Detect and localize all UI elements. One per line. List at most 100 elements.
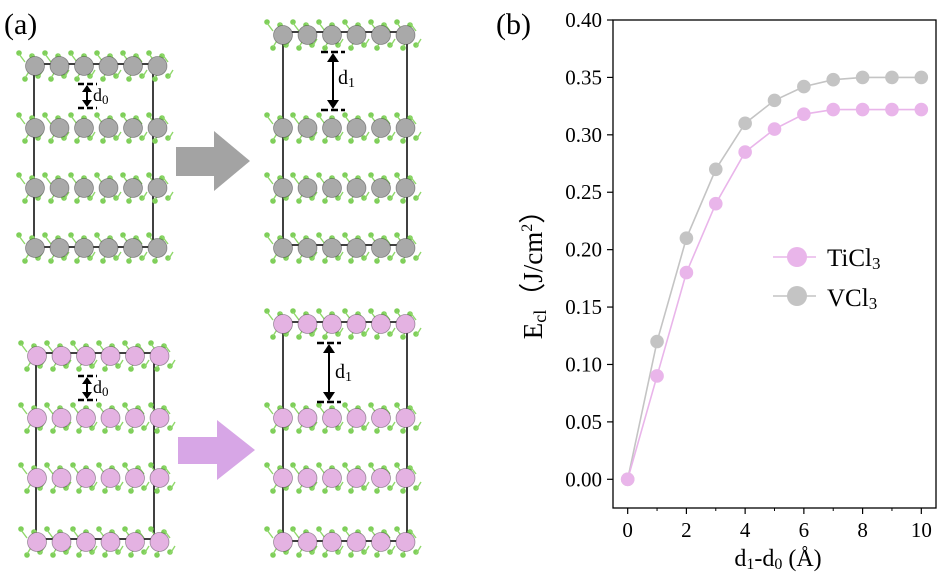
metal-atom — [147, 118, 168, 138]
chlorine-atom — [374, 334, 380, 340]
metal-atom — [322, 118, 342, 138]
metal-atom — [98, 56, 119, 76]
bond — [44, 175, 52, 185]
bond — [363, 38, 370, 48]
chlorine-atom — [400, 334, 406, 340]
metal-atom — [395, 408, 416, 428]
bond — [18, 235, 26, 245]
bond — [20, 405, 28, 415]
series-ticl3 — [620, 102, 929, 487]
data-point-vcl3 — [679, 231, 694, 245]
metal-atom — [322, 468, 342, 488]
chlorine-atom — [322, 552, 328, 558]
chlorine-atom — [296, 198, 302, 204]
data-point-vcl3 — [855, 70, 870, 85]
metal-atom — [100, 408, 121, 428]
grey-transition-arrow — [176, 131, 250, 191]
metal-atom — [76, 468, 96, 488]
bond — [91, 359, 98, 369]
metal-atom — [74, 178, 94, 198]
chlorine-atom — [342, 172, 348, 178]
chlorine-atom — [68, 112, 74, 118]
bond — [383, 465, 391, 475]
chlorine-atom — [270, 45, 276, 51]
bond — [46, 405, 54, 415]
bond — [266, 405, 274, 415]
bond — [115, 69, 122, 79]
atomic-layer — [18, 340, 176, 372]
chlorine-atom — [394, 232, 400, 238]
chlorine-atom — [48, 76, 54, 82]
x-tick-label: 2 — [681, 518, 692, 542]
data-point-ticl3 — [650, 369, 664, 383]
chlorine-atom — [394, 172, 400, 178]
y-tick-label: 0.25 — [565, 180, 602, 204]
chlorine-atom — [16, 112, 22, 118]
metal-atom — [49, 118, 70, 138]
chlorine-atom — [316, 232, 322, 238]
chlorine-atom — [96, 526, 102, 532]
chlorine-atom — [122, 526, 128, 532]
metal-atom — [297, 118, 318, 138]
metal-atom — [297, 408, 318, 428]
d1-gap-marker-top: d1 — [321, 50, 355, 112]
bond — [63, 191, 70, 201]
atomic-layer — [264, 402, 422, 434]
chlorine-atom — [70, 462, 76, 468]
data-point-ticl3 — [826, 102, 841, 117]
chlorine-atom — [296, 334, 302, 340]
legend-marker-vcl3 — [787, 286, 807, 306]
bond — [415, 481, 422, 491]
data-point-ticl3 — [885, 102, 899, 117]
chlorine-atom — [74, 76, 80, 82]
chlorine-atom — [348, 334, 354, 340]
metal-atom — [322, 532, 342, 552]
metal-atom — [322, 178, 342, 198]
chlorine-atom — [368, 112, 374, 118]
bond — [318, 175, 326, 185]
atomic-layer — [16, 50, 174, 82]
chlorine-atom — [152, 138, 158, 144]
pink-transition-arrow — [178, 420, 255, 480]
metal-atom — [98, 118, 119, 138]
y-axis-label: Ecl（J/cm2） — [518, 197, 550, 340]
metal-atom — [346, 118, 367, 138]
bond — [70, 235, 78, 245]
chlorine-atom — [146, 172, 152, 178]
panel-a-label: (a) — [4, 8, 37, 41]
chlorine-atom — [70, 340, 76, 346]
bond — [266, 175, 274, 185]
series-layer — [620, 70, 929, 487]
metal-atom — [395, 238, 416, 258]
chlorine-atom — [368, 308, 374, 314]
bond — [70, 53, 78, 63]
chlorine-atom — [270, 552, 276, 558]
chlorine-atom — [264, 19, 270, 25]
metal-atom — [49, 238, 70, 258]
y-tick-label: 0.15 — [565, 295, 602, 319]
bond — [409, 22, 417, 32]
metal-atom — [273, 468, 293, 488]
chlorine-atom — [94, 112, 100, 118]
bond — [311, 131, 318, 141]
chlorine-atom — [68, 172, 74, 178]
chlorine-atom — [22, 138, 28, 144]
legend-label-ticl3: TiCl3 — [827, 245, 880, 273]
x-tick-label: 10 — [911, 518, 932, 542]
chlorine-atom — [126, 198, 132, 204]
d0-gap-marker-top: d0 — [78, 82, 109, 110]
bond — [383, 175, 391, 185]
chlorine-atom — [374, 488, 380, 494]
bond — [363, 481, 370, 491]
metal-atom — [147, 238, 168, 258]
metal-atom — [297, 178, 318, 198]
bond — [311, 545, 318, 555]
metal-atom — [51, 346, 72, 366]
chlorine-atom — [42, 172, 48, 178]
bond — [115, 191, 122, 201]
chlorine-atom — [270, 488, 276, 494]
chlorine-atom — [146, 50, 152, 56]
bond — [18, 115, 26, 125]
bond — [337, 131, 344, 141]
data-point-ticl3 — [738, 145, 752, 159]
